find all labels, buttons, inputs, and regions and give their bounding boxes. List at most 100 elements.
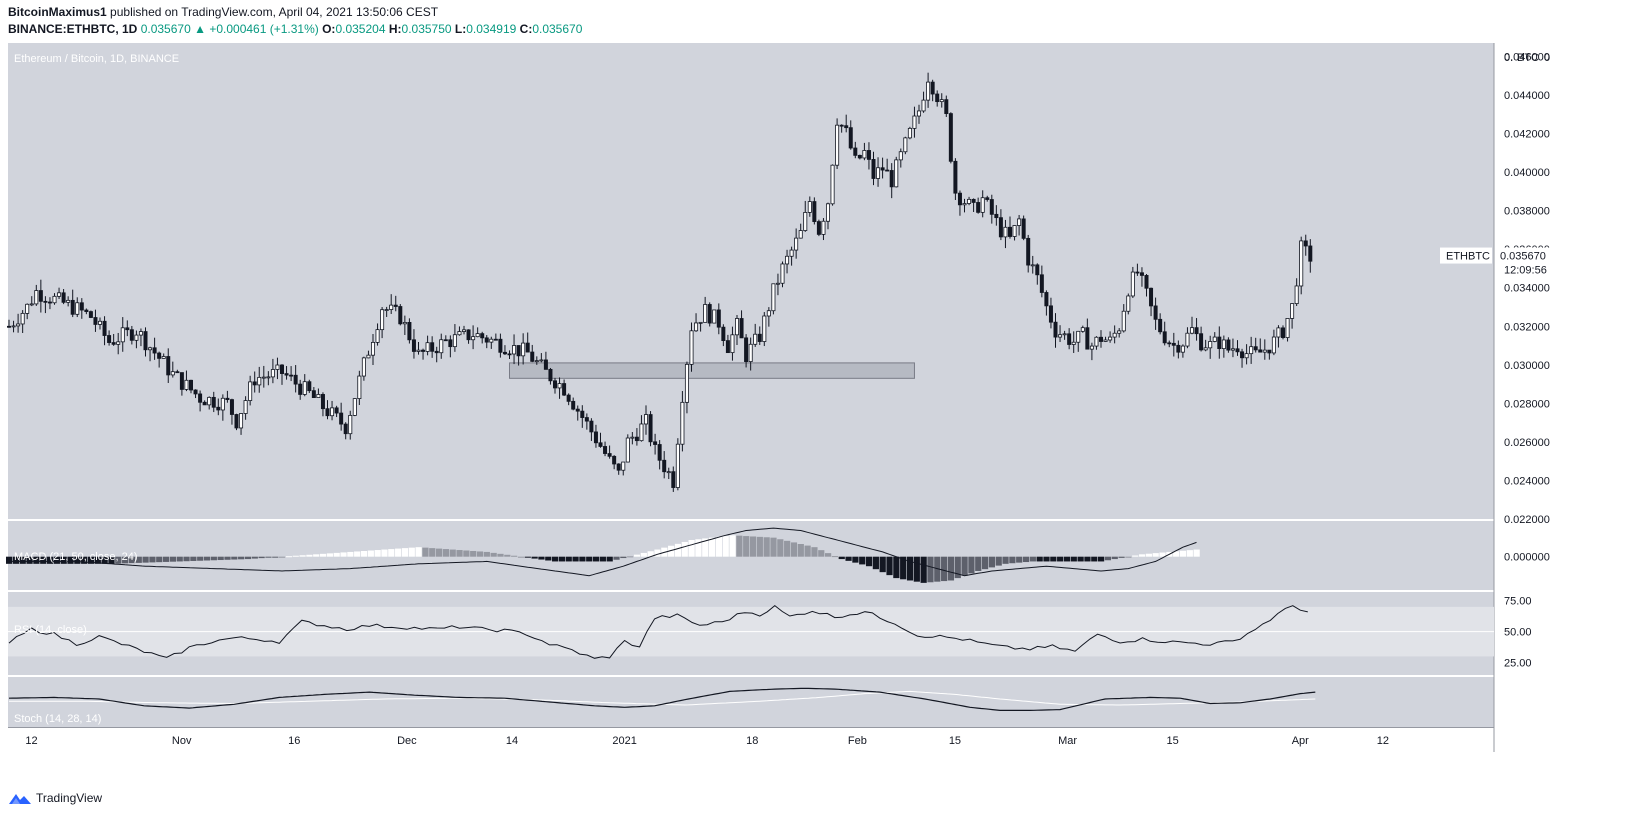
macd-histogram-bar	[981, 556, 989, 570]
macd-histogram-bar	[1138, 554, 1146, 557]
macd-histogram-bar	[695, 539, 702, 557]
macd-histogram-bar	[613, 556, 620, 560]
macd-histogram-bar	[879, 556, 886, 573]
macd-histogram-bar	[53, 556, 60, 564]
candle-up	[75, 302, 80, 315]
candle-up	[1030, 264, 1035, 267]
macd-histogram-bar	[483, 551, 490, 557]
candle-down	[507, 353, 512, 356]
candle-up	[1017, 218, 1022, 226]
price-tick-label: 0.028000	[1504, 398, 1550, 410]
price-unit-suffix: 0	[1544, 52, 1550, 64]
candle-up	[352, 398, 357, 416]
macd-histogram-bar	[1036, 556, 1043, 562]
candle-down	[129, 329, 134, 341]
candle-down	[393, 304, 398, 307]
macd-histogram-bar	[183, 556, 190, 562]
footer-branding[interactable]: TradingView	[8, 791, 102, 805]
macd-histogram-bar	[340, 552, 347, 557]
candle-up	[302, 381, 307, 395]
macd-histogram-bar	[81, 556, 88, 564]
candle-up	[402, 322, 407, 325]
macd-histogram-bar	[299, 555, 306, 557]
macd-histogram-bar	[620, 556, 627, 559]
candle-up	[248, 381, 253, 401]
candle-down	[1144, 275, 1149, 289]
macd-histogram-bar	[927, 556, 934, 583]
macd-histogram-bar	[367, 550, 374, 557]
candle-up	[384, 309, 389, 311]
price-tick-label: 0.044000	[1504, 90, 1550, 102]
candle-up	[1071, 341, 1076, 345]
macd-histogram-bar	[592, 556, 600, 562]
bar-countdown: 12:09:56	[1504, 265, 1547, 277]
candle-up	[1108, 336, 1113, 341]
candle-up	[534, 360, 539, 363]
macd-histogram-bar	[224, 556, 231, 560]
candle-down	[166, 356, 171, 376]
candle-down	[584, 417, 589, 422]
candle-up	[939, 99, 944, 103]
candle-down	[152, 347, 157, 354]
open-label: O:	[322, 22, 336, 36]
candle-down	[839, 124, 844, 127]
macd-histogram-bar	[968, 556, 975, 574]
candle-up	[689, 330, 694, 365]
macd-histogram-bar	[1084, 556, 1091, 562]
candle-up	[275, 364, 280, 370]
candle-up	[1121, 310, 1126, 332]
candle-up	[1076, 330, 1081, 343]
candle-down	[1085, 327, 1090, 350]
macd-histogram-bar	[26, 556, 33, 564]
candle-down	[211, 396, 216, 408]
macd-histogram-bar	[94, 556, 101, 564]
macd-signal-line	[9, 527, 1197, 577]
publication-line: BitcoinMaximus1 published on TradingView…	[8, 5, 438, 19]
candle-down	[844, 125, 849, 129]
macd-histogram-bar	[988, 556, 995, 568]
macd-histogram-bar	[1132, 555, 1139, 557]
macd-histogram-bar	[74, 556, 81, 564]
candle-up	[1208, 341, 1213, 349]
macd-histogram-bar	[1193, 549, 1200, 557]
candle-down	[421, 349, 426, 352]
candle-up	[370, 341, 375, 356]
candle-up	[1294, 285, 1299, 305]
candle-down	[307, 381, 312, 392]
candle-up	[380, 309, 385, 331]
macd-histogram-bar	[640, 552, 647, 557]
candle-up	[771, 283, 776, 312]
candle-up	[1290, 303, 1295, 319]
price-symbol-label: ETHBTC	[1446, 251, 1490, 263]
candle-down	[935, 93, 940, 103]
time-tick-label: Dec	[397, 735, 417, 747]
candle-down	[289, 374, 294, 377]
macd-histogram-bar	[1125, 556, 1132, 558]
ohlc-line: BINANCE:ETHBTC, 1D 0.035670 ▲ +0.000461 …	[8, 22, 582, 36]
time-tick-label: 2021	[612, 735, 636, 747]
main-chart-title: Ethereum / Bitcoin, 1D, BINANCE	[14, 53, 179, 65]
macd-histogram-bar	[272, 556, 279, 558]
candle-down	[1139, 272, 1144, 276]
candle-up	[826, 203, 831, 222]
candle-up	[785, 255, 790, 265]
macd-histogram-bar	[934, 556, 941, 582]
author-name[interactable]: BitcoinMaximus1	[8, 5, 107, 19]
candle-down	[1226, 339, 1231, 351]
macd-histogram-bar	[415, 547, 422, 557]
candle-up	[903, 137, 908, 153]
candle-up	[366, 354, 371, 359]
price-tick-label: 0.042000	[1504, 129, 1550, 141]
macd-histogram-bar	[333, 552, 340, 557]
time-tick-label: Nov	[172, 735, 192, 747]
macd-histogram-bar	[920, 556, 927, 583]
macd-histogram-bar	[162, 556, 170, 562]
macd-histogram-bar	[238, 556, 245, 560]
macd-histogram-bar	[319, 553, 327, 557]
candle-down	[70, 299, 75, 315]
candle-up	[1103, 339, 1108, 342]
macd-histogram-bar	[463, 550, 470, 557]
candle-down	[198, 393, 203, 403]
macd-histogram-bar	[552, 556, 559, 562]
